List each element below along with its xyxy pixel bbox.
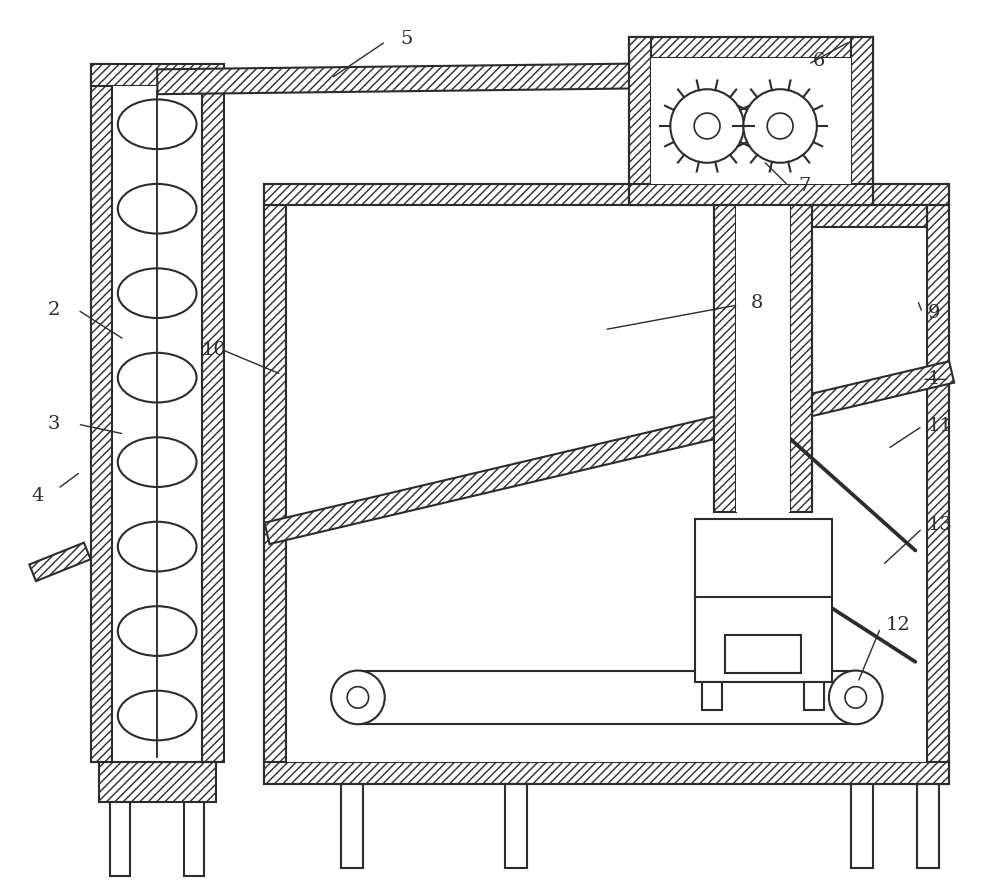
Bar	[851, 784, 873, 868]
Text: 8: 8	[750, 293, 763, 312]
Circle shape	[829, 671, 883, 724]
Bar	[695, 519, 832, 682]
Bar	[264, 184, 949, 205]
Bar	[629, 184, 873, 205]
Bar	[736, 205, 790, 512]
Bar	[91, 65, 224, 87]
Text: 10: 10	[202, 340, 227, 359]
Bar	[790, 205, 812, 512]
Circle shape	[347, 687, 369, 708]
Bar	[629, 36, 873, 58]
Polygon shape	[264, 362, 954, 544]
Bar	[341, 784, 363, 868]
Bar	[651, 58, 851, 184]
Bar	[99, 762, 216, 802]
Bar	[286, 205, 927, 762]
Text: 12: 12	[886, 616, 910, 634]
Bar	[714, 205, 736, 512]
Bar	[927, 205, 949, 762]
Text: 11: 11	[927, 417, 952, 435]
Bar	[184, 802, 204, 876]
Circle shape	[331, 671, 385, 724]
Circle shape	[845, 687, 866, 708]
Polygon shape	[29, 543, 91, 581]
Bar	[851, 36, 873, 205]
Bar	[505, 784, 527, 868]
Circle shape	[767, 113, 793, 139]
Bar	[804, 682, 824, 711]
Circle shape	[743, 89, 817, 163]
Bar	[702, 682, 722, 711]
Text: 4: 4	[31, 487, 43, 505]
Polygon shape	[157, 64, 651, 95]
Bar	[629, 36, 651, 205]
Text: 6: 6	[813, 52, 825, 71]
Bar	[91, 65, 112, 762]
Bar	[725, 635, 801, 673]
Text: 2: 2	[48, 301, 60, 319]
Circle shape	[670, 89, 744, 163]
Text: 9: 9	[927, 304, 940, 322]
Bar	[110, 802, 130, 876]
Text: 1: 1	[927, 370, 940, 388]
Bar	[264, 205, 286, 762]
Bar	[917, 784, 939, 868]
Circle shape	[694, 113, 720, 139]
Text: 13: 13	[927, 516, 952, 535]
Bar	[202, 65, 224, 762]
Bar	[112, 87, 202, 762]
Text: 7: 7	[798, 177, 810, 194]
Bar	[264, 762, 949, 784]
Text: 5: 5	[401, 29, 413, 48]
Bar	[808, 205, 927, 227]
Text: 3: 3	[48, 415, 60, 433]
